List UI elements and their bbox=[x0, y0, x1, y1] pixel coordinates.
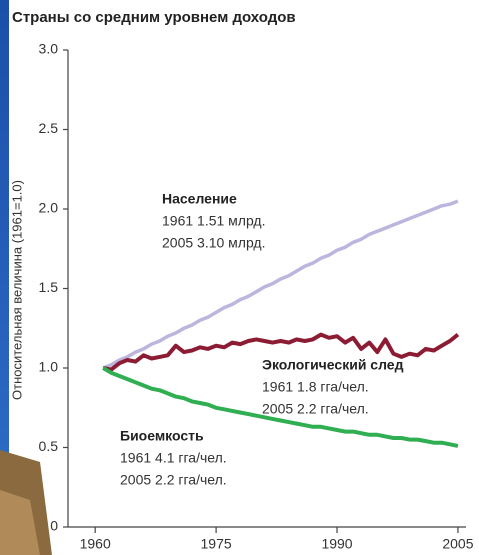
series-note: 1961 1.8 гга/чел. bbox=[262, 379, 369, 395]
series-label: Экологический след bbox=[262, 357, 404, 373]
series-note: 2005 2.2 гга/чел. bbox=[120, 472, 227, 488]
y-tick-label: 2.0 bbox=[39, 200, 59, 216]
y-tick-label: 3.0 bbox=[39, 41, 59, 57]
series-line bbox=[102, 366, 459, 448]
y-tick-label: 1.0 bbox=[39, 359, 59, 375]
series-line bbox=[102, 332, 460, 372]
x-tick-label: 1975 bbox=[201, 536, 232, 552]
y-tick-label: 0 bbox=[50, 518, 58, 534]
series-line bbox=[102, 199, 459, 370]
y-tick-label: 0.5 bbox=[39, 438, 59, 454]
x-tick-label: 1990 bbox=[321, 536, 352, 552]
series-note: 2005 3.10 млрд. bbox=[162, 235, 266, 251]
series-label: Биоемкость bbox=[120, 428, 204, 444]
x-tick-label: 1960 bbox=[80, 536, 111, 552]
series-note: 2005 2.2 гга/чел. bbox=[262, 401, 369, 417]
corner-image bbox=[0, 490, 40, 555]
series-label: Население bbox=[162, 191, 237, 207]
series-note: 1961 4.1 гга/чел. bbox=[120, 450, 227, 466]
y-axis-label: Относительная величина (1961=1.0) bbox=[9, 180, 24, 400]
y-tick-label: 1.5 bbox=[39, 279, 59, 295]
chart-title: Страны со средним уровнем доходов bbox=[12, 9, 296, 26]
y-tick-label: 2.5 bbox=[39, 120, 59, 136]
side-strip bbox=[0, 0, 9, 555]
x-tick-label: 2005 bbox=[442, 536, 473, 552]
series-note: 1961 1.51 млрд. bbox=[162, 213, 266, 229]
